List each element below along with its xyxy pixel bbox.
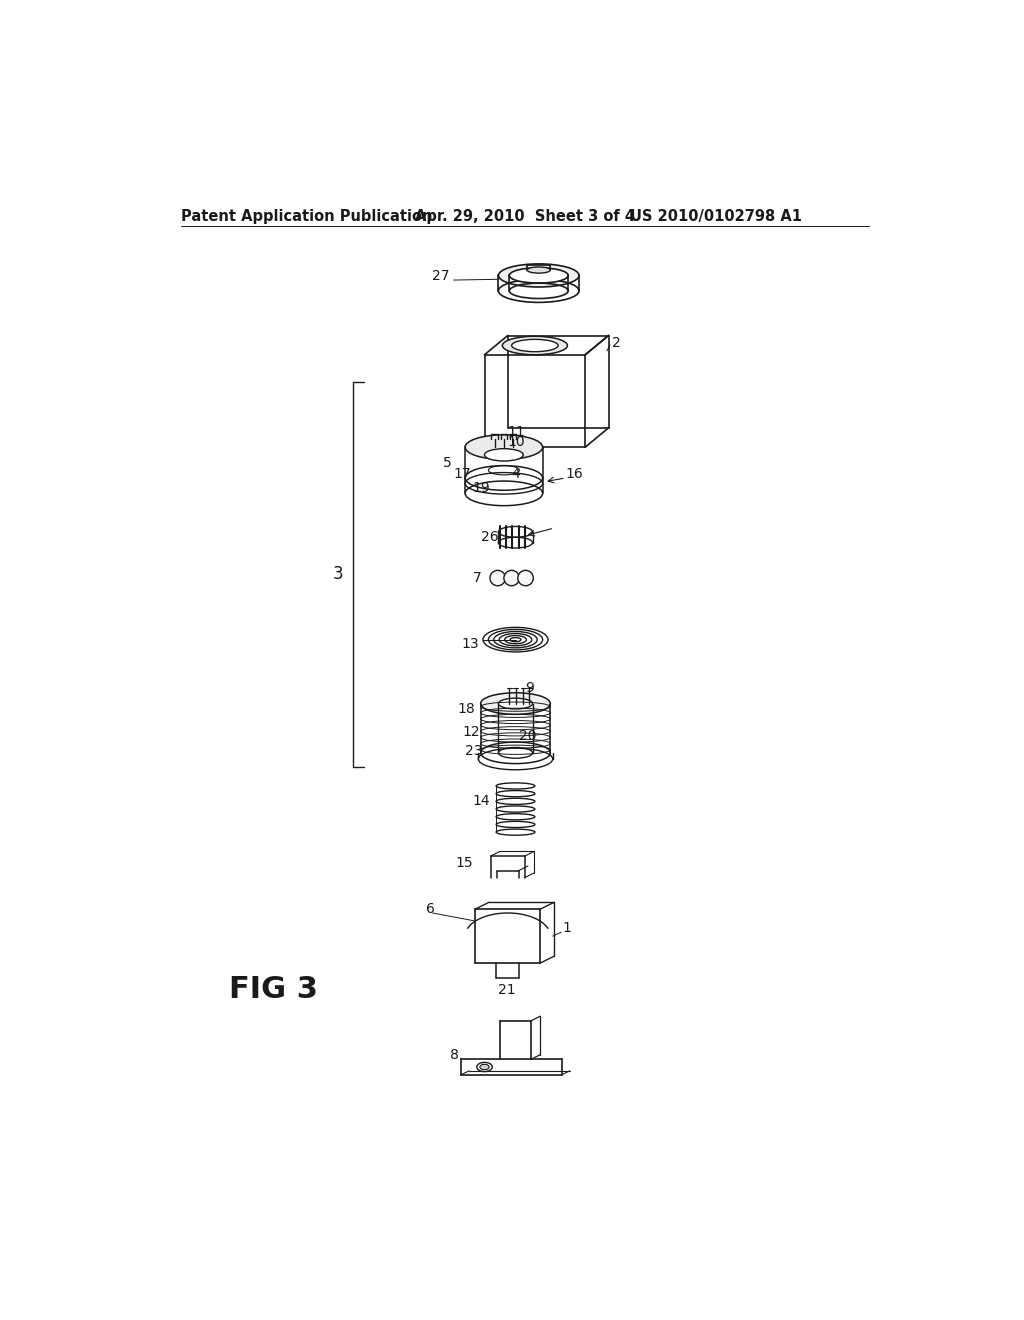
Ellipse shape xyxy=(499,698,532,709)
Text: Apr. 29, 2010  Sheet 3 of 4: Apr. 29, 2010 Sheet 3 of 4 xyxy=(415,209,635,223)
Ellipse shape xyxy=(512,339,558,351)
Text: 15: 15 xyxy=(455,855,473,870)
Text: 18: 18 xyxy=(458,702,475,715)
Text: 11: 11 xyxy=(508,425,525,438)
Circle shape xyxy=(489,570,506,586)
Text: 16: 16 xyxy=(566,467,584,480)
Text: 23: 23 xyxy=(465,744,482,758)
Circle shape xyxy=(507,574,511,578)
Text: 17: 17 xyxy=(454,467,471,480)
Circle shape xyxy=(518,570,534,586)
Ellipse shape xyxy=(484,449,523,461)
Circle shape xyxy=(494,574,498,578)
Text: 1: 1 xyxy=(562,921,570,936)
Text: 5: 5 xyxy=(443,455,453,470)
Text: 26: 26 xyxy=(480,531,499,544)
Text: US 2010/0102798 A1: US 2010/0102798 A1 xyxy=(630,209,802,223)
Circle shape xyxy=(504,570,519,586)
Ellipse shape xyxy=(465,434,543,459)
Text: 2: 2 xyxy=(612,337,622,350)
Ellipse shape xyxy=(477,1063,493,1072)
Text: 13: 13 xyxy=(461,636,479,651)
Text: 6: 6 xyxy=(426,902,435,916)
Ellipse shape xyxy=(527,267,550,273)
Text: 19: 19 xyxy=(473,480,490,495)
Text: FIG 3: FIG 3 xyxy=(228,975,317,1005)
Text: 4: 4 xyxy=(512,467,520,480)
Text: 10: 10 xyxy=(508,434,525,449)
Ellipse shape xyxy=(499,264,579,286)
Text: 7: 7 xyxy=(473,572,481,585)
Text: 27: 27 xyxy=(432,269,450,284)
Text: 12: 12 xyxy=(463,725,480,739)
Ellipse shape xyxy=(480,1064,489,1069)
Ellipse shape xyxy=(480,693,550,714)
Ellipse shape xyxy=(509,268,568,284)
Text: 21: 21 xyxy=(499,983,516,997)
Text: 14: 14 xyxy=(473,795,490,808)
Text: 20: 20 xyxy=(519,729,537,743)
Text: 9: 9 xyxy=(524,681,534,696)
Ellipse shape xyxy=(503,337,567,355)
Text: 8: 8 xyxy=(450,1048,459,1063)
Text: 3: 3 xyxy=(333,565,343,583)
Circle shape xyxy=(521,574,525,578)
Text: Patent Application Publication: Patent Application Publication xyxy=(180,209,432,223)
